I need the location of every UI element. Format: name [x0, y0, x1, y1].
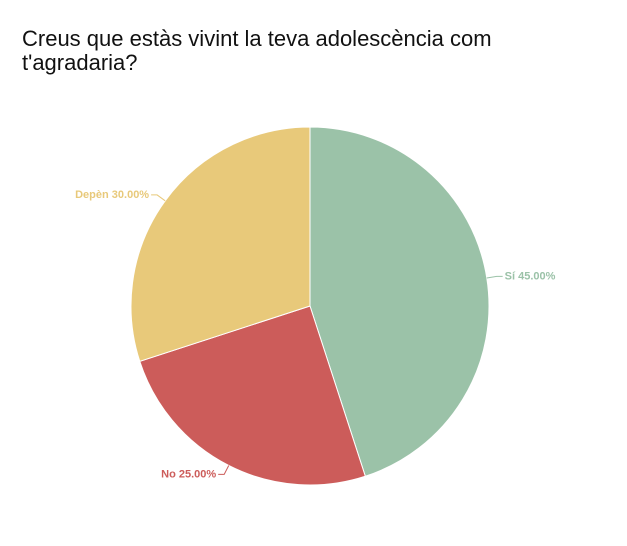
leader-line	[151, 194, 166, 202]
leader-line	[486, 275, 503, 279]
slice-label: Sí 45.00%	[505, 270, 556, 282]
slice-category: Sí	[505, 270, 516, 282]
pie-slice	[309, 126, 490, 477]
chart-title: Creus que estàs vivint la teva adolescèn…	[22, 26, 492, 75]
slice-label: Depèn 30.00%	[75, 189, 149, 201]
slice-category: No	[161, 468, 176, 480]
leader-line	[218, 465, 230, 475]
slice-label: No 25.00%	[161, 468, 216, 480]
slice-value-label: 45.00%	[518, 270, 556, 282]
pie-slice	[139, 305, 366, 486]
slice-category: Depèn	[75, 189, 109, 201]
slice-value-label: 25.00%	[179, 468, 217, 480]
pie-slice	[130, 126, 311, 362]
slice-value-label: 30.00%	[112, 189, 150, 201]
